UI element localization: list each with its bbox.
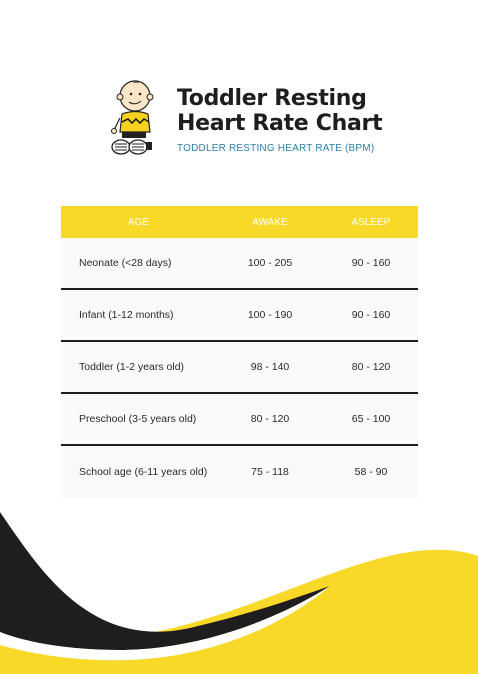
column-header-age: AGE [127,216,150,228]
heart-rate-table: AGE AWAKE ASLEEP Neonate (<28 days) 100 … [61,206,418,498]
cell-asleep: 90 - 160 [351,257,391,269]
cell-age: Toddler (1-2 years old) [79,361,185,373]
column-header-asleep: ASLEEP [351,216,391,228]
cell-age: Neonate (<28 days) [79,257,172,269]
cell-awake: 75 - 118 [251,466,289,478]
table-row: Toddler (1-2 years old) 98 - 140 80 - 12… [61,342,418,394]
cell-asleep: 90 - 160 [351,309,391,321]
column-header-awake: AWAKE [252,216,288,228]
table-row: Infant (1-12 months) 100 - 190 90 - 160 [61,290,418,342]
cell-age: Preschool (3-5 years old) [79,413,197,425]
table-row: Neonate (<28 days) 100 - 205 90 - 160 [61,238,418,290]
cell-asleep: 58 - 90 [354,466,388,478]
cell-awake: 100 - 190 [247,309,293,321]
decorative-wave [0,512,478,674]
title-line-1: Toddler Resting [177,86,367,111]
cell-awake: 100 - 205 [247,257,293,269]
cell-asleep: 80 - 120 [351,361,391,373]
cell-awake: 98 - 140 [250,361,290,373]
cell-awake: 80 - 120 [250,413,290,425]
table-row: Preschool (3-5 years old) 80 - 120 65 - … [61,394,418,446]
cell-asleep: 65 - 100 [351,413,391,425]
table-header-row: AGE AWAKE ASLEEP [61,206,418,238]
page-subtitle: TODDLER RESTING HEART RATE (BPM) [177,143,375,154]
cartoon-boy-icon [111,80,154,155]
cell-age: School age (6-11 years old) [79,466,208,478]
title-line-2: Heart Rate Chart [177,111,383,136]
cell-age: Infant (1-12 months) [79,309,174,321]
page-title: Toddler Resting Heart Rate Chart [177,86,383,136]
table-row: School age (6-11 years old) 75 - 118 58 … [61,446,418,498]
